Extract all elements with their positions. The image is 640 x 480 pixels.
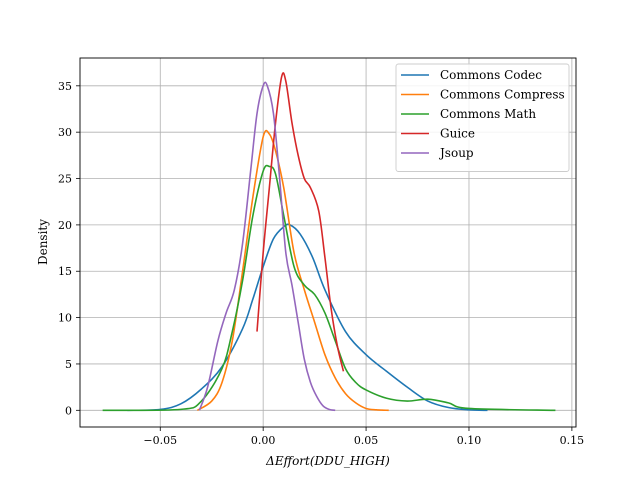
- series-line-guice: [256, 72, 345, 372]
- grid: [80, 58, 576, 427]
- y-tick-label: 25: [58, 173, 72, 186]
- legend-label-jsoup: Jsoup: [438, 146, 474, 160]
- series-line-commons-compress: [196, 129, 389, 412]
- x-tick-label: 0.05: [354, 434, 379, 447]
- x-tick-label: −0.05: [143, 434, 177, 447]
- x-tick-label: 0.10: [457, 434, 482, 447]
- x-tick-label: 0.00: [251, 434, 276, 447]
- legend-label-commons-math: Commons Math: [440, 107, 536, 121]
- y-tick-label: 30: [58, 126, 72, 139]
- plot-lines: [102, 72, 556, 412]
- series-line-commons-codec: [127, 223, 488, 412]
- x-tick-label: 0.15: [560, 434, 585, 447]
- y-tick-label: 20: [58, 219, 72, 232]
- y-axis: 0 5 10 15 20 25 30 35: [58, 80, 80, 417]
- series-line-jsoup: [198, 81, 336, 412]
- x-axis-label: ΔEffort(DDU_HIGH): [265, 454, 390, 468]
- legend: Commons Codec Commons Compress Commons Mat…: [395, 63, 570, 172]
- y-tick-label: 35: [58, 80, 72, 93]
- series-line-commons-math: [102, 164, 556, 412]
- legend-label-guice: Guice: [440, 127, 475, 141]
- y-tick-label: 15: [58, 265, 72, 278]
- plot-frame: [79, 57, 577, 428]
- y-tick-label: 0: [65, 404, 72, 417]
- y-axis-label: Density: [36, 219, 50, 265]
- legend-box: [395, 63, 570, 172]
- y-tick-label: 10: [58, 312, 72, 325]
- legend-label-commons-compress: Commons Compress: [440, 88, 565, 102]
- x-axis: −0.05 0.00 0.05 0.10 0.15: [143, 427, 584, 447]
- legend-label-commons-codec: Commons Codec: [440, 68, 542, 82]
- y-tick-label: 5: [65, 358, 72, 371]
